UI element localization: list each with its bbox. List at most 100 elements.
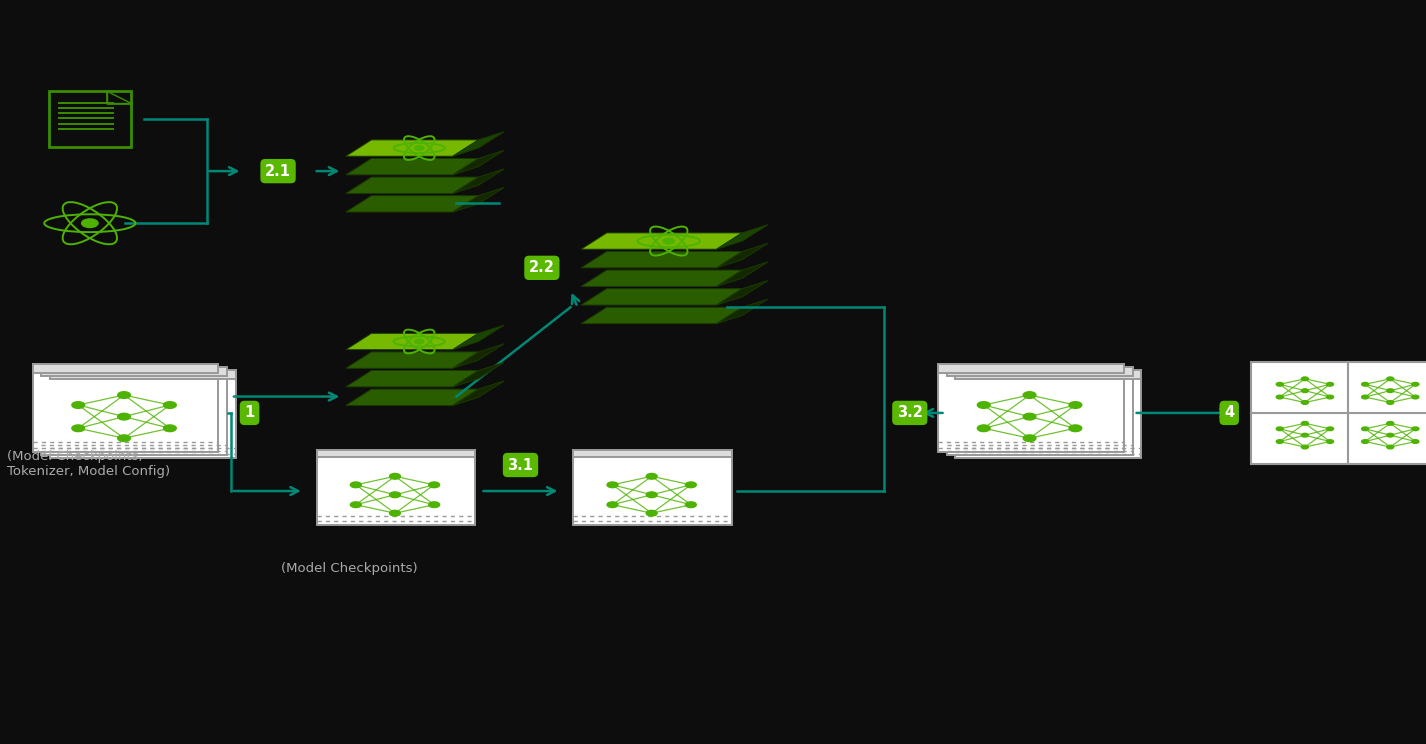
FancyBboxPatch shape: [317, 449, 475, 525]
Polygon shape: [582, 289, 743, 305]
Polygon shape: [107, 91, 131, 103]
Circle shape: [1302, 401, 1309, 404]
FancyBboxPatch shape: [947, 368, 1132, 455]
Polygon shape: [717, 243, 769, 268]
FancyBboxPatch shape: [33, 365, 218, 452]
Circle shape: [415, 339, 424, 344]
Circle shape: [1362, 382, 1369, 386]
Circle shape: [686, 502, 696, 507]
Circle shape: [1302, 389, 1309, 393]
FancyBboxPatch shape: [938, 365, 1124, 452]
FancyBboxPatch shape: [50, 371, 235, 458]
Circle shape: [1386, 445, 1393, 449]
Circle shape: [1276, 440, 1283, 443]
Circle shape: [351, 482, 361, 487]
Circle shape: [646, 492, 657, 498]
Circle shape: [1276, 427, 1283, 431]
Polygon shape: [453, 169, 505, 193]
Polygon shape: [345, 196, 478, 212]
Circle shape: [1326, 395, 1333, 399]
Polygon shape: [582, 233, 743, 249]
Circle shape: [1070, 425, 1082, 432]
Circle shape: [686, 482, 696, 487]
Circle shape: [71, 425, 84, 432]
Circle shape: [607, 482, 617, 487]
Polygon shape: [582, 307, 743, 324]
FancyBboxPatch shape: [955, 371, 1141, 379]
Polygon shape: [345, 177, 478, 193]
Text: 2.1: 2.1: [265, 164, 291, 179]
Polygon shape: [453, 187, 505, 212]
Polygon shape: [345, 352, 478, 368]
Circle shape: [1326, 440, 1333, 443]
Polygon shape: [345, 333, 478, 350]
FancyBboxPatch shape: [955, 371, 1141, 458]
Polygon shape: [345, 140, 478, 156]
Circle shape: [1302, 422, 1309, 425]
Text: 2.2: 2.2: [529, 260, 555, 275]
FancyBboxPatch shape: [1251, 362, 1426, 464]
Circle shape: [429, 502, 439, 507]
Text: 3.1: 3.1: [508, 458, 533, 472]
Circle shape: [1024, 435, 1035, 441]
Circle shape: [646, 473, 657, 479]
Circle shape: [1386, 377, 1393, 381]
Text: 4: 4: [1224, 405, 1235, 420]
FancyBboxPatch shape: [938, 365, 1124, 373]
Circle shape: [1412, 440, 1419, 443]
Polygon shape: [582, 251, 743, 268]
Circle shape: [71, 402, 84, 408]
Circle shape: [118, 392, 130, 398]
FancyBboxPatch shape: [573, 449, 732, 525]
Circle shape: [1362, 440, 1369, 443]
Circle shape: [1412, 382, 1419, 386]
Polygon shape: [453, 381, 505, 405]
Circle shape: [1024, 414, 1035, 420]
Circle shape: [1362, 395, 1369, 399]
Circle shape: [1302, 433, 1309, 437]
Circle shape: [389, 492, 401, 498]
Circle shape: [607, 502, 617, 507]
Circle shape: [429, 482, 439, 487]
Circle shape: [1024, 392, 1035, 398]
FancyBboxPatch shape: [573, 449, 732, 457]
Circle shape: [1276, 395, 1283, 399]
FancyBboxPatch shape: [33, 365, 218, 373]
Circle shape: [1362, 427, 1369, 431]
Circle shape: [118, 435, 130, 441]
Circle shape: [1326, 427, 1333, 431]
Circle shape: [1412, 427, 1419, 431]
FancyBboxPatch shape: [317, 449, 475, 457]
Circle shape: [389, 473, 401, 479]
Circle shape: [1386, 389, 1393, 393]
Circle shape: [164, 402, 177, 408]
Circle shape: [81, 219, 98, 228]
Text: 1: 1: [244, 405, 255, 420]
Circle shape: [1302, 377, 1309, 381]
Circle shape: [389, 510, 401, 516]
Circle shape: [415, 146, 424, 150]
Polygon shape: [345, 371, 478, 387]
Circle shape: [351, 502, 361, 507]
Circle shape: [1302, 445, 1309, 449]
Polygon shape: [717, 262, 769, 286]
Circle shape: [1326, 382, 1333, 386]
Circle shape: [1386, 401, 1393, 404]
Circle shape: [1276, 382, 1283, 386]
Polygon shape: [453, 325, 505, 350]
Circle shape: [1070, 402, 1082, 408]
Circle shape: [1386, 433, 1393, 437]
Text: 3.2: 3.2: [897, 405, 923, 420]
Polygon shape: [717, 225, 769, 249]
Text: (Model Checkpoints,
Tokenizer, Model Config): (Model Checkpoints, Tokenizer, Model Con…: [7, 450, 170, 478]
Circle shape: [1412, 395, 1419, 399]
Polygon shape: [582, 270, 743, 286]
Polygon shape: [345, 158, 478, 175]
Circle shape: [164, 425, 177, 432]
Circle shape: [646, 510, 657, 516]
Text: (Model Checkpoints): (Model Checkpoints): [281, 562, 418, 574]
FancyBboxPatch shape: [947, 368, 1132, 376]
Circle shape: [1386, 422, 1393, 425]
Polygon shape: [453, 362, 505, 387]
FancyBboxPatch shape: [41, 368, 227, 376]
